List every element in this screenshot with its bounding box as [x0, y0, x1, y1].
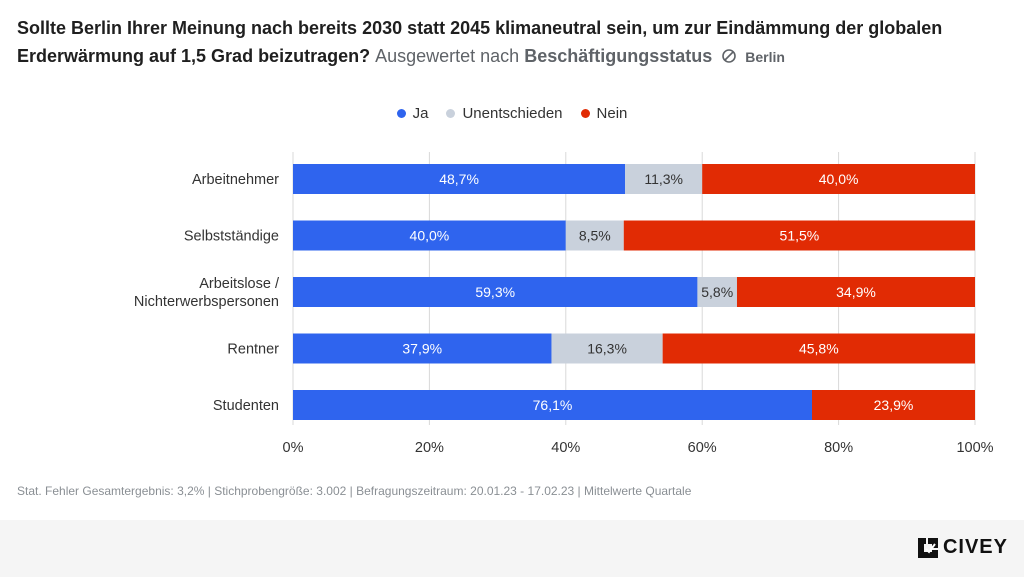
- data-label: 5,8%: [701, 284, 733, 300]
- bar-ja: [293, 220, 566, 251]
- data-label: 23,9%: [874, 397, 914, 413]
- x-tick-label: 60%: [688, 440, 717, 456]
- bar-nein: [662, 333, 975, 364]
- civey-logo[interactable]: CIVEY: [917, 536, 1008, 559]
- evaluated-prefix: Ausgewertet nach: [375, 46, 520, 66]
- legend-label: Ja: [412, 104, 429, 122]
- data-label: 48,7%: [439, 171, 479, 187]
- legend-label: Unentschieden: [462, 104, 563, 122]
- x-tick-label: 40%: [551, 440, 580, 456]
- x-tick-label: 100%: [956, 440, 993, 456]
- civey-logo-icon: [917, 537, 938, 558]
- legend-item-ja[interactable]: Ja: [396, 104, 429, 122]
- legend-dot: [446, 108, 456, 118]
- bar-nein: [812, 390, 975, 420]
- data-label: 51,5%: [780, 228, 820, 244]
- bar-nein: [702, 164, 975, 194]
- x-tick-label: 0%: [283, 440, 304, 456]
- legend: Ja Unentschieden Nein: [0, 103, 1024, 123]
- x-tick-label: 20%: [415, 440, 444, 456]
- legend-dot: [396, 108, 406, 118]
- brand-name: CIVEY: [942, 536, 1008, 558]
- footnote: Stat. Fehler Gesamtergebnis: 3,2% | Stic…: [17, 484, 692, 498]
- bar-unentschieden: [565, 220, 624, 251]
- data-label: 34,9%: [836, 284, 876, 300]
- category-label-line: Nichterwerbspersonen: [134, 294, 279, 310]
- category-label-line: Arbeitslose /: [199, 276, 280, 292]
- category-label: Studenten: [213, 398, 279, 414]
- category-label: Arbeitnehmer: [192, 172, 279, 188]
- bar-nein: [736, 277, 975, 307]
- data-label: 59,3%: [475, 284, 515, 300]
- bar-ja: [293, 277, 698, 307]
- question-text: Sollte Berlin Ihrer Meinung nach bereits…: [17, 18, 943, 66]
- data-label: 40,0%: [410, 228, 450, 244]
- category-label-line: Selbstständige: [184, 229, 279, 245]
- bar-nein: [623, 220, 975, 251]
- bar-ja: [293, 390, 813, 420]
- bar-ja: [293, 333, 552, 364]
- region-label: Berlin: [745, 49, 785, 65]
- stacked-bar-chart: Arbeitnehmer 48,7% 11,3% 40,0% Selbstständig…: [134, 152, 994, 456]
- category-label-line: Arbeitnehmer: [192, 172, 279, 188]
- footer-bar: CIVEY: [0, 520, 1024, 577]
- data-label: 76,1%: [533, 397, 573, 413]
- chart-title: Sollte Berlin Ihrer Meinung nach bereits…: [17, 14, 1007, 72]
- legend-item-unentschieden[interactable]: Unentschieden: [446, 104, 563, 122]
- evaluated-by[interactable]: Beschäftigungsstatus: [524, 46, 713, 66]
- bar-unentschieden: [551, 333, 663, 364]
- evaluation-subtitle: Ausgewertet nach Beschäftigungsstatus: [375, 46, 717, 66]
- x-tick-label: 80%: [824, 440, 853, 456]
- category-label: Rentner: [227, 342, 279, 358]
- category-label: Arbeitslose / Nichterwerbspersonen: [134, 276, 280, 310]
- category-label: Selbstständige: [184, 229, 279, 245]
- data-label: 40,0%: [819, 171, 859, 187]
- category-label-line: Rentner: [227, 342, 279, 358]
- legend-item-nein[interactable]: Nein: [580, 104, 628, 122]
- legend-label: Nein: [596, 104, 628, 122]
- category-label-line: Studenten: [213, 398, 279, 414]
- data-label: 11,3%: [644, 171, 683, 187]
- filter-icon[interactable]: [721, 44, 737, 72]
- data-label: 37,9%: [402, 341, 442, 357]
- legend-dot: [580, 108, 590, 118]
- bar-unentschieden: [697, 277, 737, 307]
- bar-unentschieden: [625, 164, 703, 194]
- data-label: 8,5%: [579, 228, 611, 244]
- bar-ja: [293, 164, 626, 194]
- data-label: 16,3%: [587, 341, 627, 357]
- data-label: 45,8%: [799, 341, 839, 357]
